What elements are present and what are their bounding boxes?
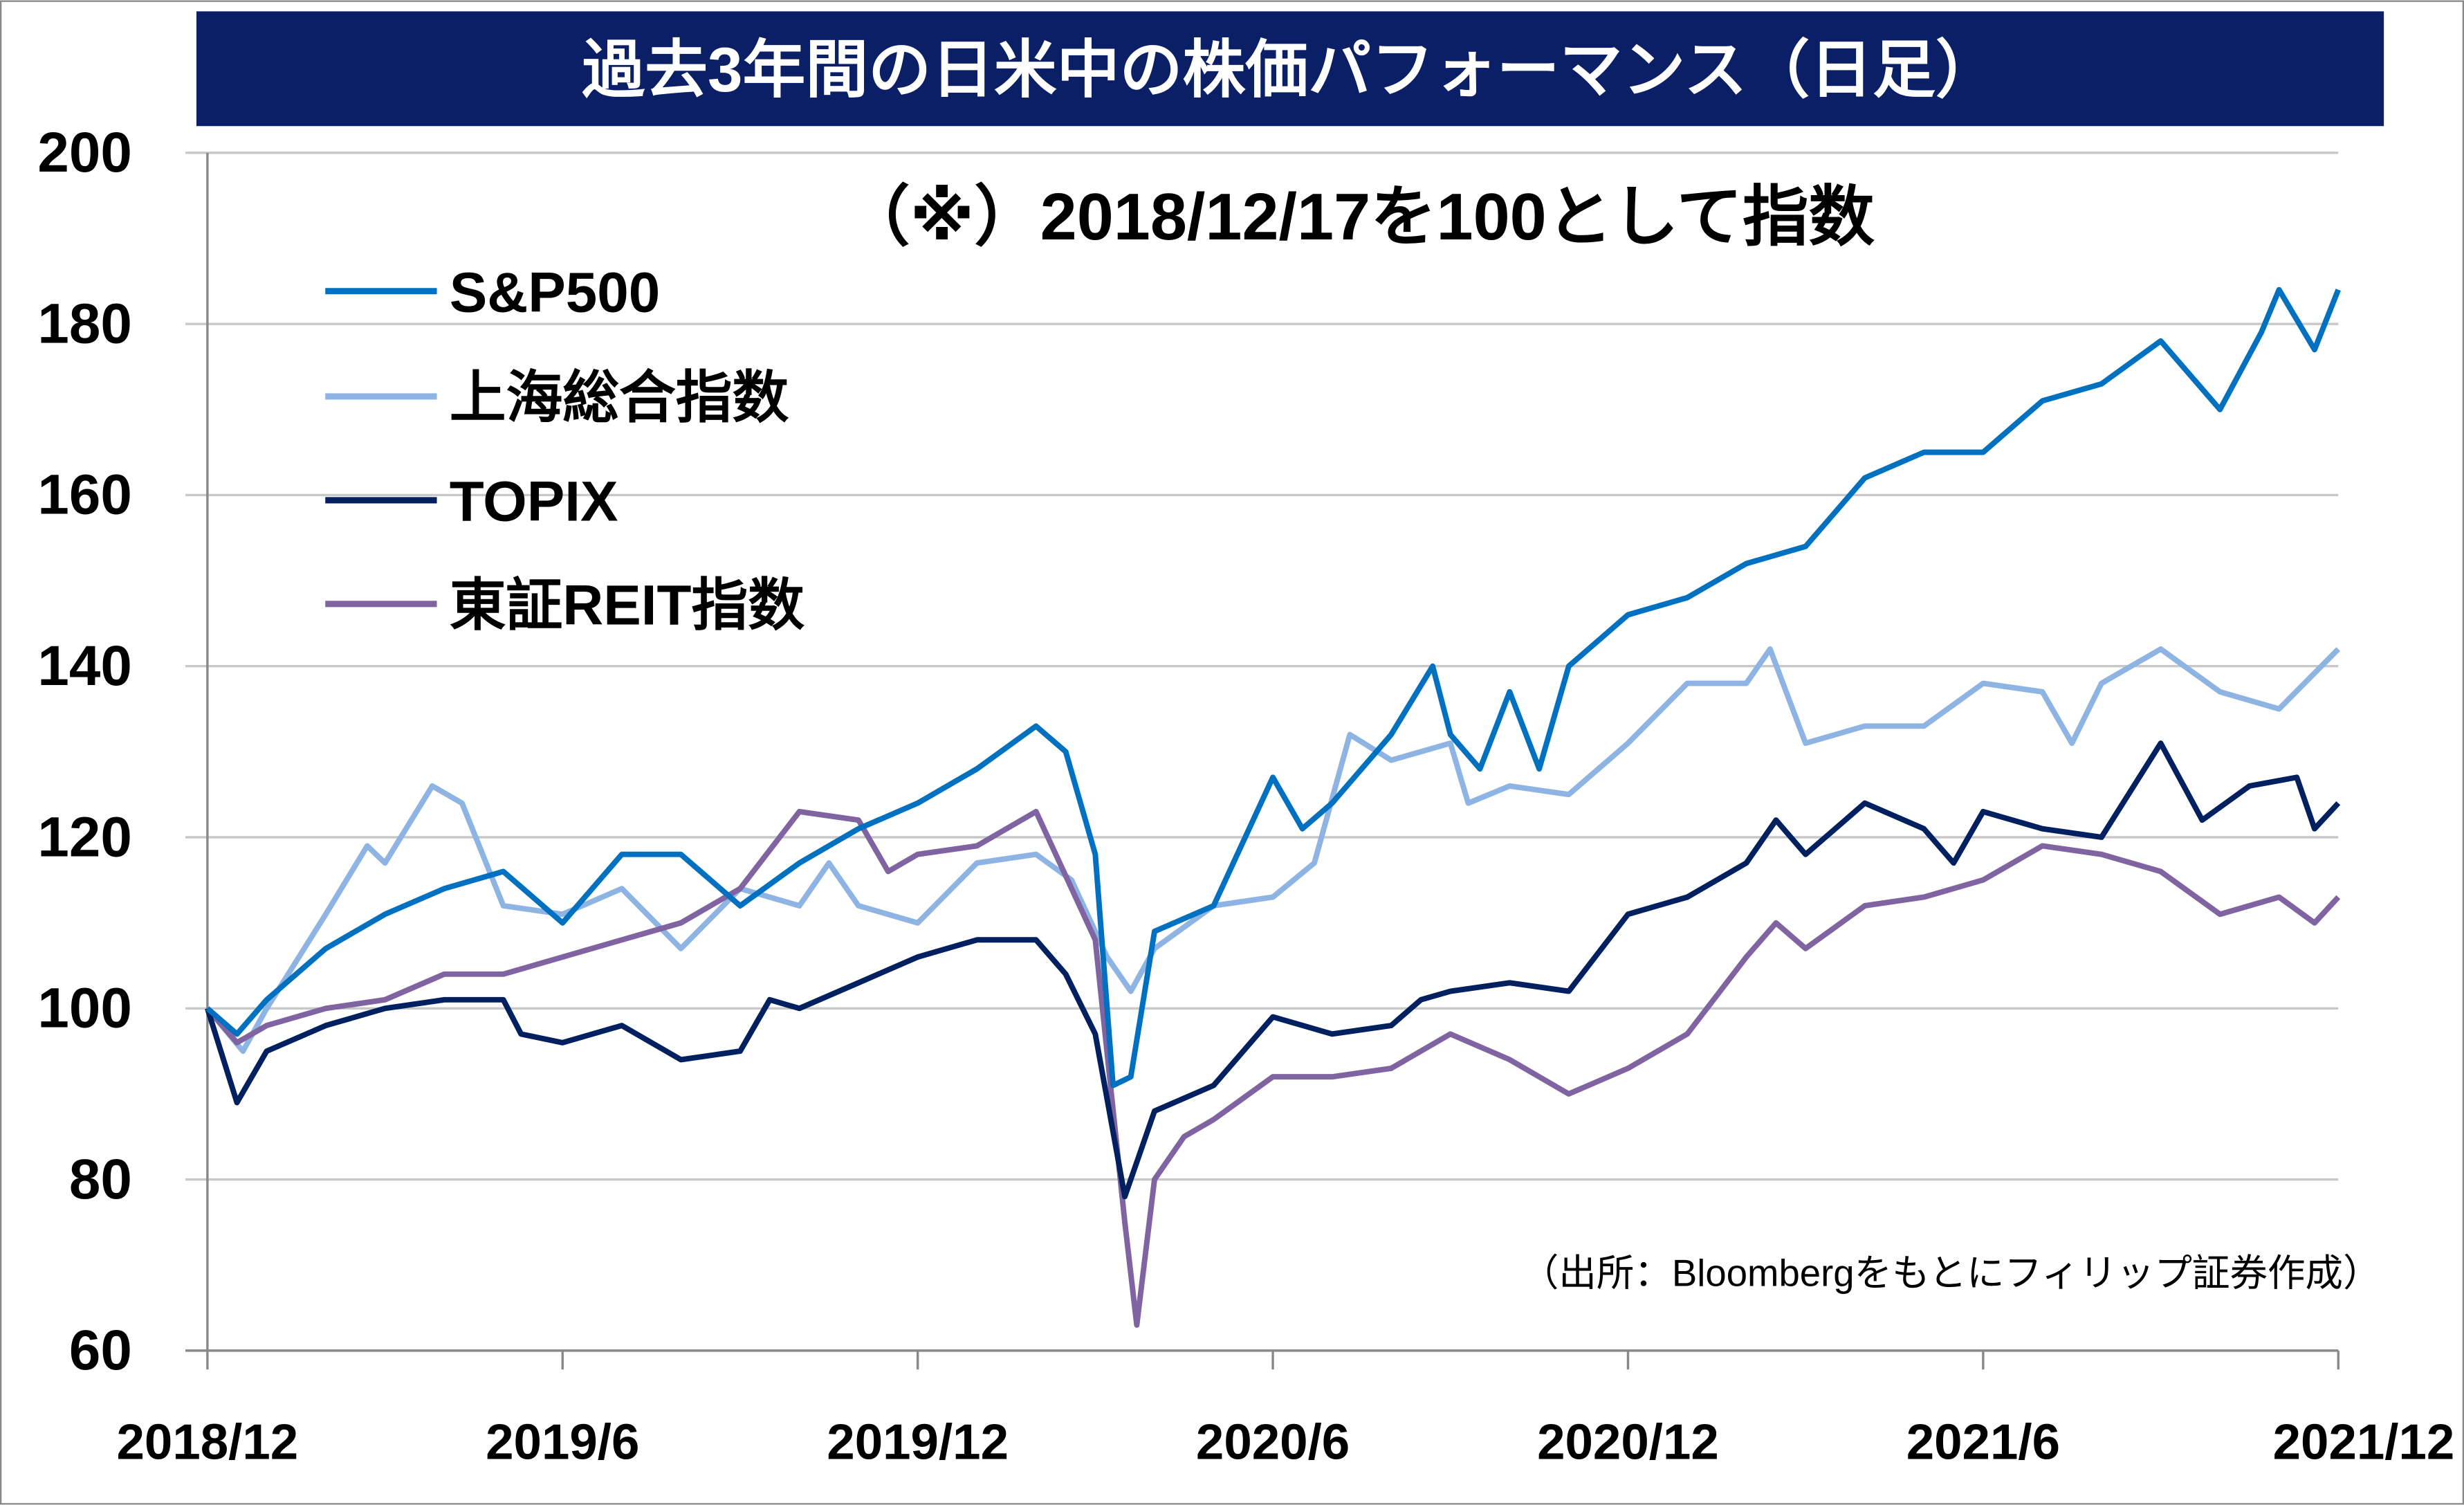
series-line-3 <box>205 808 2341 1328</box>
x-tick-label: 2021/12 <box>2273 1414 2455 1470</box>
legend-label: 東証REIT指数 <box>450 574 805 637</box>
x-tick-label: 2020/6 <box>1196 1414 1350 1470</box>
series-lines <box>205 286 2341 1328</box>
y-tick-label: 100 <box>37 977 131 1040</box>
y-tick-label: 140 <box>37 635 131 697</box>
x-tick-label: 2018/12 <box>116 1414 298 1470</box>
y-tick-label: 120 <box>37 805 131 868</box>
series-line-2 <box>205 740 2341 1200</box>
y-tick-label: 180 <box>37 292 131 355</box>
y-tick-label: 80 <box>69 1148 132 1211</box>
series-line-0 <box>205 286 2341 1088</box>
source-note: （出所：Bloombergをもとにフィリップ証券作成） <box>1521 1252 2381 1295</box>
x-tick-label: 2019/12 <box>827 1414 1009 1470</box>
x-axis: 2018/12 2019/6 2019/12 2020/6 2020/12 2021/6 2… <box>116 1349 2455 1470</box>
y-axis: 60 80 100 120 140 160 180 200 <box>37 121 209 1382</box>
x-tick-label: 2019/6 <box>486 1414 639 1470</box>
legend: S&P500 上海総合指数 TOPIX 東証REIT指数 <box>325 261 805 637</box>
y-tick-label: 160 <box>37 464 131 527</box>
legend-label: S&P500 <box>450 261 661 324</box>
title-bar <box>196 11 2384 127</box>
y-tick-label: 60 <box>69 1319 132 1382</box>
x-tick-label: 2021/6 <box>1906 1414 2060 1470</box>
x-tick-label: 2020/12 <box>1537 1414 1719 1470</box>
y-tick-label: 200 <box>37 121 131 184</box>
legend-label: 上海総合指数 <box>450 366 789 429</box>
chart-subtitle: （※）2018/12/17を100として指数 <box>844 181 1875 254</box>
legend-label: TOPIX <box>450 470 618 533</box>
chart-title: 過去3年間の日米中の株価パフォーマンス（日足） <box>582 35 1998 105</box>
gridlines <box>185 152 2339 1181</box>
